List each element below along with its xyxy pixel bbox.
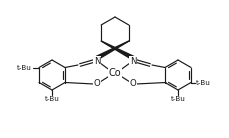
Text: t-Bu: t-Bu <box>17 64 32 71</box>
Text: t-Bu: t-Bu <box>195 79 210 86</box>
Text: O: O <box>129 79 136 88</box>
Text: O: O <box>93 79 100 88</box>
Polygon shape <box>101 41 133 60</box>
Text: N: N <box>93 56 100 66</box>
Text: N: N <box>129 56 136 66</box>
Text: t-Bu: t-Bu <box>170 96 185 102</box>
Text: Co: Co <box>108 68 121 78</box>
Polygon shape <box>96 41 128 60</box>
Text: t-Bu: t-Bu <box>44 96 59 102</box>
